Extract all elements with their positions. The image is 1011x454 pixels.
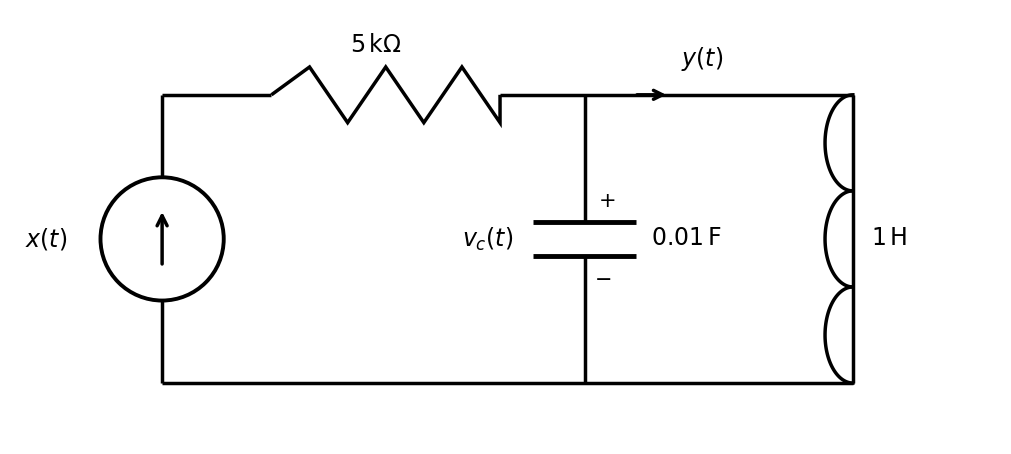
Text: $5\,\mathrm{k\Omega}$: $5\,\mathrm{k\Omega}$ (350, 34, 401, 57)
Text: $-$: $-$ (593, 269, 611, 288)
Text: $y(t)$: $y(t)$ (681, 45, 723, 73)
Text: $+$: $+$ (598, 192, 615, 211)
Text: $1\,\mathrm{H}$: $1\,\mathrm{H}$ (870, 227, 907, 251)
Text: $0.01\,\mathrm{F}$: $0.01\,\mathrm{F}$ (651, 227, 722, 251)
Text: $v_c(t)$: $v_c(t)$ (462, 225, 513, 252)
Text: $x(t)$: $x(t)$ (24, 226, 67, 252)
